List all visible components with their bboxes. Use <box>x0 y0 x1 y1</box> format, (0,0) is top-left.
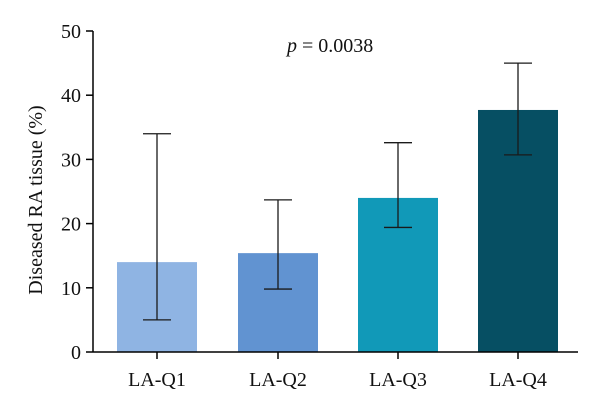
y-axis-label: Diseased RA tissue (%) <box>25 105 47 294</box>
x-category-label: LA-Q2 <box>249 369 307 391</box>
axes-layer <box>92 31 578 353</box>
y-tick-label: 20 <box>61 214 81 236</box>
error-bar-la-q4 <box>504 62 532 156</box>
x-category-label: LA-Q1 <box>128 369 186 391</box>
y-tick-label: 50 <box>61 21 81 43</box>
y-ticks-layer: 0 10 20 30 40 50 <box>61 21 93 364</box>
y-tick-label: 10 <box>61 278 81 300</box>
x-category-label: LA-Q4 <box>489 369 547 391</box>
error-bars-layer <box>143 62 532 321</box>
bars-layer <box>117 109 558 352</box>
x-category-label: LA-Q3 <box>369 369 427 391</box>
error-bar-la-q1 <box>143 133 171 321</box>
y-tick-label: 40 <box>61 85 81 107</box>
y-tick-label: 30 <box>61 149 81 171</box>
x-labels-layer: LA-Q1 LA-Q2 LA-Q3 LA-Q4 <box>128 352 547 391</box>
p-symbol: p <box>285 35 297 57</box>
p-value-annotation: p = 0.0038 <box>285 35 373 57</box>
error-bar-la-q2 <box>264 199 292 290</box>
p-value-text: = 0.0038 <box>297 35 373 57</box>
y-tick-label: 0 <box>71 342 81 364</box>
error-bar-la-q3 <box>384 142 412 229</box>
